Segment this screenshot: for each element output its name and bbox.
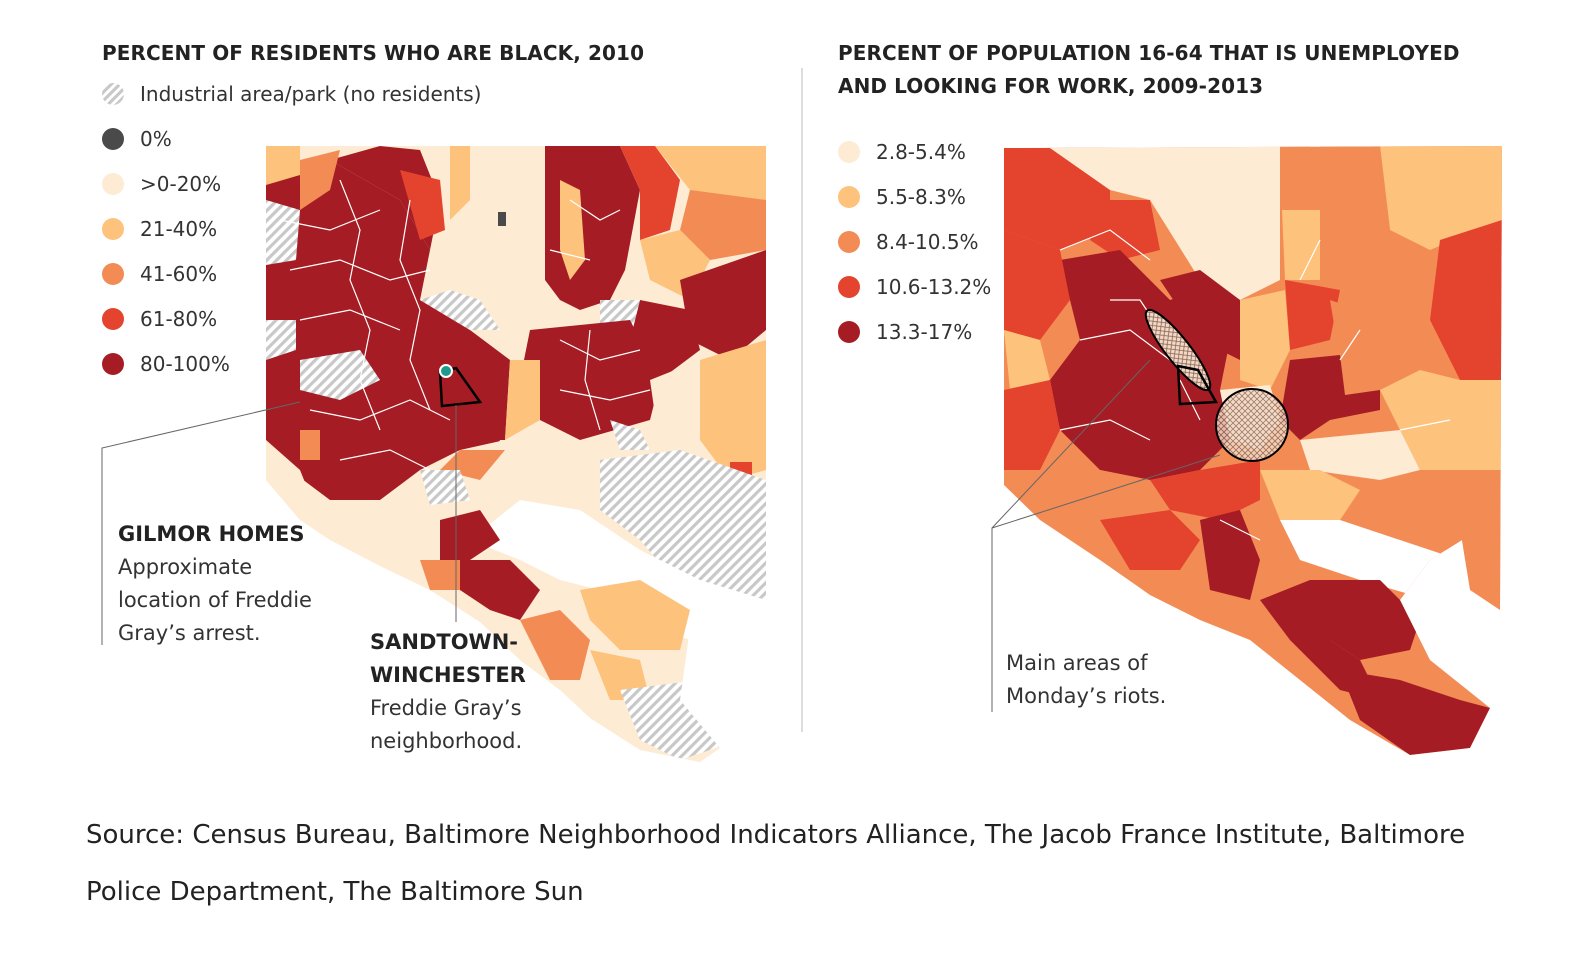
- swatch-icon: [102, 173, 124, 195]
- swatch-icon: [102, 128, 124, 150]
- gilmor-line: Gray’s arrest.: [118, 621, 261, 645]
- left-tract-lines: [279, 179, 651, 471]
- swatch-icon: [838, 276, 860, 298]
- legend-label: 80-100%: [140, 352, 230, 376]
- gilmor-line: Approximate: [118, 555, 253, 579]
- legend-item-4: 13.3-17%: [838, 320, 972, 344]
- legend-item-2: 21-40%: [102, 217, 217, 241]
- riot-area-circle: [1215, 388, 1289, 462]
- legend-label: 2.8-5.4%: [876, 140, 966, 164]
- sandtown-line: Freddie Gray’s: [370, 696, 522, 720]
- swatch-icon: [838, 141, 860, 163]
- riots-line: Monday’s riots.: [1006, 684, 1167, 708]
- riots-line: Main areas of: [1006, 651, 1148, 675]
- riots-annotation: Main areas of Monday’s riots.: [1006, 647, 1166, 713]
- legend-label: 21-40%: [140, 217, 218, 241]
- hatch-swatch-icon: [102, 83, 124, 105]
- legend-item-industrial: Industrial area/park (no residents): [102, 82, 481, 106]
- swatch-icon: [102, 263, 124, 285]
- sandtown-title: SANDTOWN-: [370, 630, 519, 654]
- legend-item-0: 2.8-5.4%: [838, 140, 966, 164]
- legend-label: >0-20%: [140, 172, 222, 196]
- legend-item-3: 10.6-13.2%: [838, 275, 991, 299]
- riot-leader-line-2: [991, 454, 1221, 529]
- swatch-icon: [838, 231, 860, 253]
- legend-item-5: 80-100%: [102, 352, 230, 376]
- gilmor-leader-line: [101, 401, 301, 645]
- right-map-title: PERCENT OF POPULATION 16-64 THAT IS UNEM…: [838, 37, 1460, 103]
- legend-label: 5.5-8.3%: [876, 185, 966, 209]
- gilmor-homes-marker-icon: [439, 364, 453, 378]
- right-map-title-line: AND LOOKING FOR WORK, 2009-2013: [838, 74, 1264, 98]
- sandtown-outline-right: [1176, 364, 1219, 406]
- legend-label: 8.4-10.5%: [876, 230, 979, 254]
- legend-item-1: 5.5-8.3%: [838, 185, 966, 209]
- legend-item-3: 41-60%: [102, 262, 217, 286]
- legend-label: 61-80%: [140, 307, 218, 331]
- swatch-icon: [102, 353, 124, 375]
- legend-label: 0%: [140, 127, 172, 151]
- legend-label: Industrial area/park (no residents): [140, 82, 482, 106]
- swatch-icon: [102, 308, 124, 330]
- right-map-title-line: PERCENT OF POPULATION 16-64 THAT IS UNEM…: [838, 41, 1460, 65]
- legend-label: 13.3-17%: [876, 320, 973, 344]
- source-note: Source: Census Bureau, Baltimore Neighbo…: [86, 820, 1466, 907]
- gilmor-line: location of Freddie: [118, 588, 312, 612]
- sandtown-title: WINCHESTER: [370, 663, 526, 687]
- sandtown-line: neighborhood.: [370, 729, 523, 753]
- sandtown-annotation: SANDTOWN- WINCHESTER Freddie Gray’s neig…: [370, 626, 526, 758]
- swatch-icon: [102, 218, 124, 240]
- left-map-title: PERCENT OF RESIDENTS WHO ARE BLACK, 2010: [102, 41, 645, 65]
- legend-label: 10.6-13.2%: [876, 275, 992, 299]
- legend-item-0: 0%: [102, 127, 172, 151]
- gilmor-annotation: GILMOR HOMES Approximate location of Fre…: [118, 518, 312, 650]
- legend-label: 41-60%: [140, 262, 218, 286]
- legend-item-4: 61-80%: [102, 307, 217, 331]
- legend-item-2: 8.4-10.5%: [838, 230, 979, 254]
- swatch-icon: [838, 186, 860, 208]
- right-tract-lines: [1059, 229, 1451, 541]
- swatch-icon: [838, 321, 860, 343]
- gilmor-title: GILMOR HOMES: [118, 522, 305, 546]
- legend-item-1: >0-20%: [102, 172, 221, 196]
